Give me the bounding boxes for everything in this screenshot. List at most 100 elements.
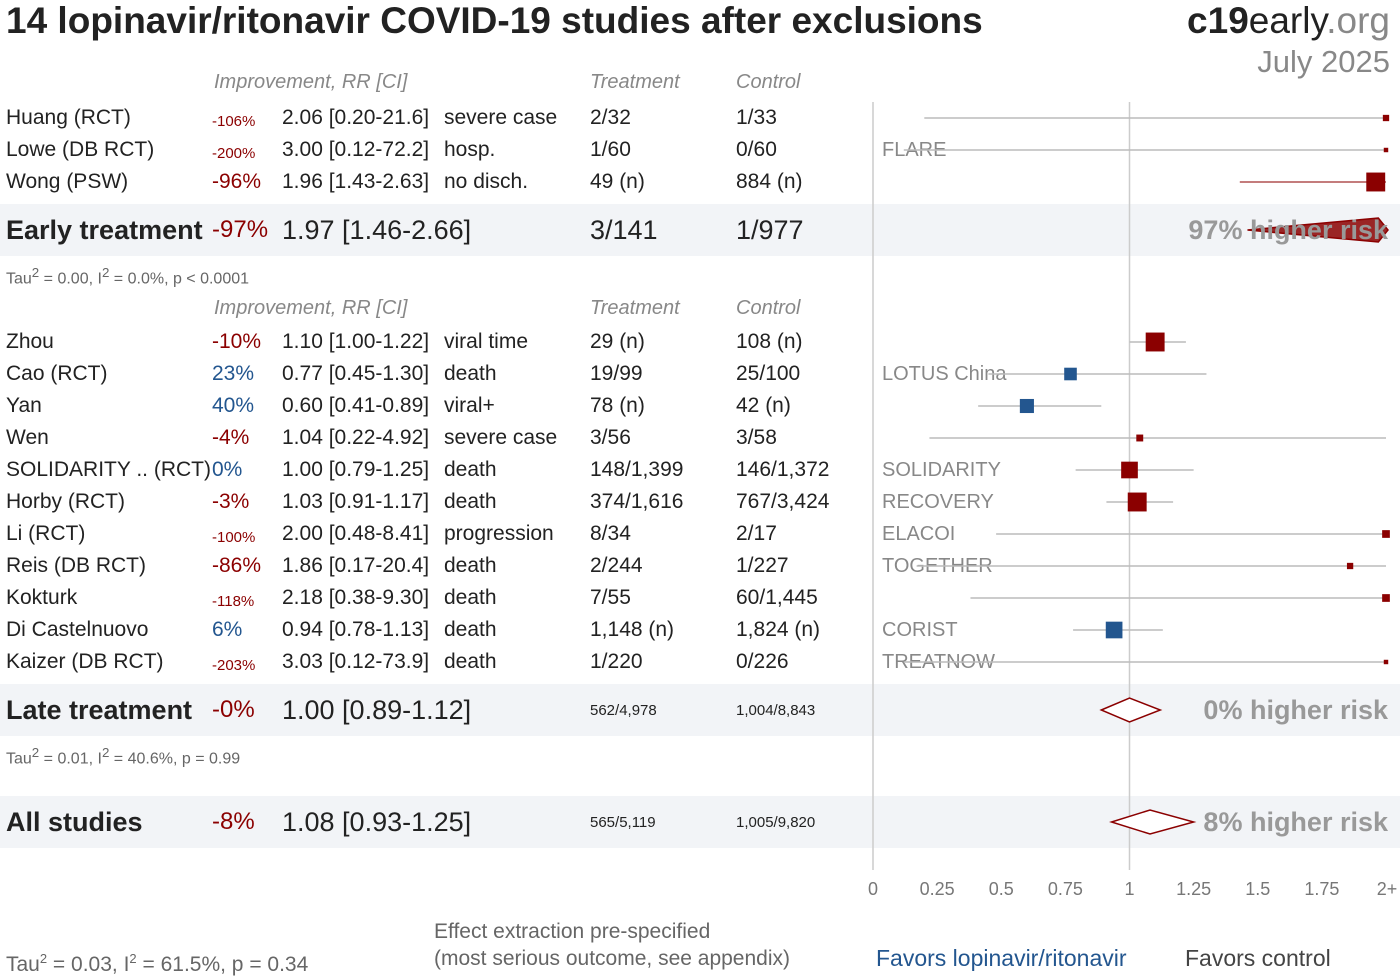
- study-treatment: 2/32: [590, 106, 631, 129]
- effect-square: [1366, 172, 1386, 192]
- favors-treatment-label: Favors lopinavir/ritonavir: [876, 945, 1127, 971]
- trial-name: RECOVERY: [882, 491, 994, 513]
- study-control: 0/226: [736, 650, 789, 673]
- effect-square: [1382, 530, 1390, 538]
- study-rr: 1.86 [0.17-20.4]: [282, 554, 430, 577]
- study-name: Lowe (DB RCT): [6, 138, 155, 161]
- effect-square: [1382, 114, 1390, 122]
- study-treatment: 3/56: [590, 426, 631, 449]
- trial-name: LOTUS China: [882, 363, 1007, 385]
- study-rr: 1.10 [1.00-1.22]: [282, 330, 430, 353]
- x-tick-label: 1.5: [1245, 879, 1271, 899]
- study-name: SOLIDARITY .. (RCT): [6, 458, 211, 481]
- brand-tld: .org: [1326, 0, 1390, 41]
- extraction-note-line2: (most serious outcome, see appendix): [434, 947, 791, 970]
- all-summary-rr: 1.08 [0.93-1.25]: [282, 807, 472, 837]
- early-summary-control: 1/977: [736, 215, 804, 245]
- study-rr: 3.03 [0.12-73.9]: [282, 650, 430, 673]
- overall-stats: Tau2 = 0.03, I2 = 61.5%, p = 0.34: [6, 951, 309, 976]
- study-control: 0/60: [736, 138, 777, 161]
- header-improvement-late: Improvement, RR [CI]: [214, 297, 408, 319]
- study-control: 42 (n): [736, 394, 791, 417]
- study-improvement: -3%: [212, 490, 250, 513]
- study-improvement: -203%: [212, 657, 256, 674]
- study-rr: 2.00 [0.48-8.41]: [282, 522, 430, 545]
- effect-square: [1064, 367, 1077, 381]
- study-outcome: death: [444, 458, 497, 481]
- study-name: Kaizer (DB RCT): [6, 650, 164, 673]
- study-treatment: 2/244: [590, 554, 643, 577]
- study-improvement: -10%: [212, 330, 262, 353]
- study-outcome: viral+: [444, 394, 495, 417]
- study-treatment: 19/99: [590, 362, 643, 385]
- study-improvement: 6%: [212, 618, 243, 641]
- header-control-late: Control: [736, 297, 801, 319]
- study-rr: 0.60 [0.41-0.89]: [282, 394, 430, 417]
- x-tick-label: 1.75: [1304, 879, 1340, 899]
- late-summary-treatment: 562/4,978: [590, 702, 657, 719]
- study-treatment: 7/55: [590, 586, 631, 609]
- report-date: July 2025: [1257, 44, 1390, 79]
- study-improvement: 23%: [212, 362, 255, 385]
- study-rr: 1.00 [0.79-1.25]: [282, 458, 430, 481]
- early-summary-improvement: -97%: [212, 216, 269, 243]
- trial-name: SOLIDARITY: [882, 459, 1001, 481]
- study-control: 108 (n): [736, 330, 803, 353]
- study-improvement: -200%: [212, 145, 256, 162]
- study-control: 25/100: [736, 362, 801, 385]
- study-outcome: no disch.: [444, 170, 529, 193]
- early-summary-treatment: 3/141: [590, 215, 658, 245]
- study-treatment: 78 (n): [590, 394, 645, 417]
- x-tick-label: 0.75: [1047, 879, 1083, 899]
- study-treatment: 1,148 (n): [590, 618, 675, 641]
- study-control: 1,824 (n): [736, 618, 821, 641]
- all-summary-treatment: 565/5,119: [590, 814, 656, 831]
- study-treatment: 1/60: [590, 138, 631, 161]
- study-improvement: -100%: [212, 529, 256, 546]
- late-summary-control: 1,004/8,843: [736, 702, 816, 719]
- all-diamond: [1109, 809, 1197, 835]
- study-improvement: -4%: [212, 426, 250, 449]
- study-improvement: 40%: [212, 394, 255, 417]
- effect-square: [1383, 147, 1389, 153]
- late-summary-improvement: -0%: [212, 696, 255, 723]
- study-control: 146/1,372: [736, 458, 830, 481]
- study-rr: 0.94 [0.78-1.13]: [282, 618, 430, 641]
- study-control: 3/58: [736, 426, 777, 449]
- x-tick-label: 0: [867, 879, 878, 899]
- header-treatment: Treatment: [590, 71, 680, 93]
- study-outcome: death: [444, 586, 497, 609]
- favors-control-label: Favors control: [1185, 945, 1331, 971]
- study-improvement: 0%: [212, 458, 243, 481]
- study-improvement: -96%: [212, 170, 262, 193]
- early-summary-rr: 1.97 [1.46-2.66]: [282, 215, 472, 245]
- all-summary-label: All studies: [6, 807, 143, 837]
- study-outcome: hosp.: [444, 138, 496, 161]
- study-control: 60/1,445: [736, 586, 818, 609]
- study-outcome: death: [444, 362, 497, 385]
- late-risk-label: 0% higher risk: [1203, 695, 1388, 725]
- header-treatment-late: Treatment: [590, 297, 680, 319]
- effect-square: [1127, 492, 1147, 512]
- all-risk-label: 8% higher risk: [1203, 807, 1388, 837]
- brand-bold: c19: [1187, 0, 1249, 41]
- study-outcome: death: [444, 554, 497, 577]
- effect-square: [1145, 332, 1165, 352]
- study-treatment: 148/1,399: [590, 458, 684, 481]
- study-control: 2/17: [736, 522, 777, 545]
- late-summary-rr: 1.00 [0.89-1.12]: [282, 695, 472, 725]
- study-control: 767/3,424: [736, 490, 830, 513]
- study-improvement: -86%: [212, 554, 262, 577]
- x-tick-label: 2+: [1376, 879, 1398, 899]
- study-outcome: death: [444, 618, 497, 641]
- study-treatment: 49 (n): [590, 170, 645, 193]
- trial-name: CORIST: [882, 619, 958, 641]
- study-outcome: death: [444, 490, 497, 513]
- study-name: Yan: [6, 394, 42, 417]
- brand-rest: early: [1248, 0, 1327, 41]
- study-rr: 1.03 [0.91-1.17]: [282, 490, 430, 513]
- study-name: Wen: [6, 426, 49, 449]
- brand-logo[interactable]: c19early.org: [1187, 0, 1390, 42]
- study-rr: 3.00 [0.12-72.2]: [282, 138, 430, 161]
- all-summary-improvement: -8%: [212, 808, 255, 835]
